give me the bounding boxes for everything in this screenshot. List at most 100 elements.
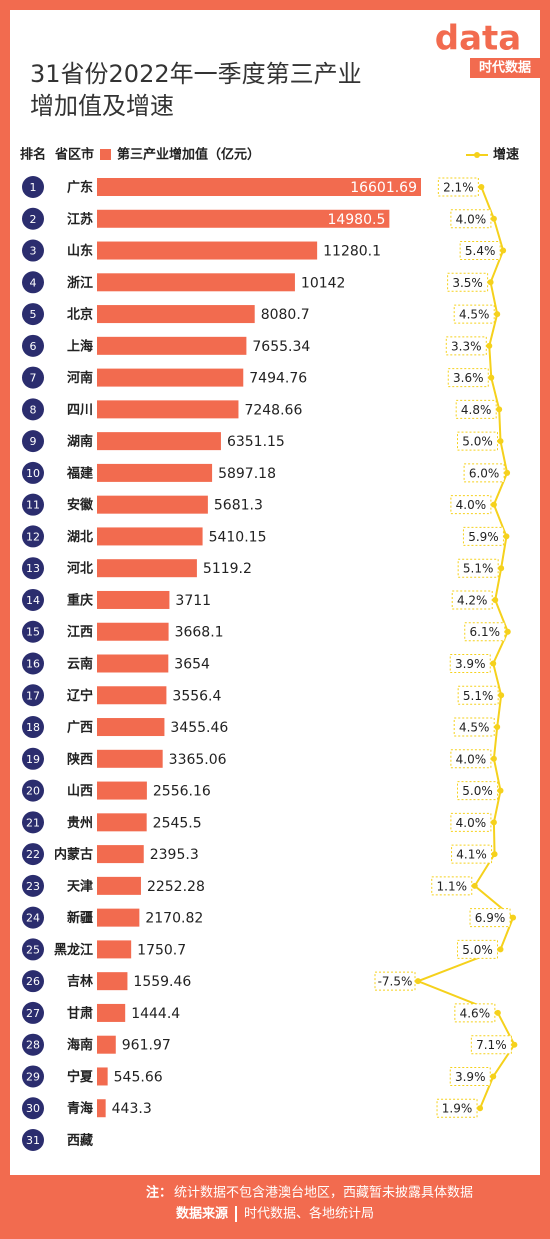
growth-label: 3.9%: [455, 1070, 486, 1084]
rank-badge: [22, 843, 44, 866]
bar: [97, 749, 163, 768]
category-label: 辽宁: [67, 688, 93, 704]
growth-label: 4.0%: [456, 752, 487, 766]
legend-swatch: [100, 149, 111, 160]
logo: data: [435, 19, 521, 59]
bar: [97, 845, 144, 864]
rank: 28: [26, 1039, 40, 1052]
category-label: 湖北: [67, 530, 93, 545]
growth-label: 4.0%: [456, 212, 487, 226]
rank: 27: [26, 1007, 40, 1020]
rank: 3: [30, 245, 37, 258]
growth-label-box: [453, 717, 495, 737]
note-label: 注：: [146, 1185, 172, 1201]
rank-badge: [22, 811, 44, 834]
rank-badge: [22, 239, 44, 262]
category-label: 安徽: [67, 497, 94, 513]
value-label: 8080.7: [261, 307, 310, 323]
source-label: 数据来源: [176, 1206, 228, 1222]
growth-label: 4.8%: [461, 403, 492, 417]
growth-point: [504, 628, 511, 635]
bar: [97, 241, 318, 260]
growth-label-box: [457, 431, 498, 451]
bar: [97, 940, 132, 959]
rank: 17: [26, 689, 40, 702]
rank-badge: [22, 493, 44, 516]
growth-point: [490, 660, 497, 667]
bar: [97, 590, 170, 609]
category-label: 四川: [67, 403, 93, 418]
bar: [97, 718, 165, 737]
rank-badge: [22, 620, 44, 643]
growth-point: [490, 819, 497, 826]
category-label: 甘肃: [67, 1005, 93, 1021]
growth-label-box: [457, 781, 498, 801]
rank: 31: [26, 1134, 40, 1147]
rank: 21: [26, 816, 40, 829]
category-label: 江苏: [67, 211, 93, 227]
growth-point: [490, 501, 497, 508]
growth-label-box: [447, 272, 489, 292]
bar: [97, 1067, 108, 1086]
bar: [97, 495, 208, 514]
value-label: 6351.15: [227, 434, 285, 450]
rank-badge: [22, 716, 44, 739]
growth-label: 3.6%: [453, 371, 484, 385]
growth-label-box: [457, 939, 498, 959]
legend-dot: [474, 152, 480, 158]
bar: [97, 305, 255, 324]
category-label: 北京: [67, 307, 93, 323]
growth-label-box: [453, 304, 495, 324]
value-label: 1559.46: [133, 974, 191, 990]
rank-badge: [22, 1065, 44, 1088]
value-label: 7494.76: [249, 371, 307, 387]
rank-badge: [22, 334, 44, 357]
growth-label: 4.0%: [456, 816, 487, 830]
rank: 12: [26, 530, 40, 543]
growth-label: 3.3%: [451, 339, 482, 353]
rank: 29: [26, 1070, 40, 1083]
growth-label: 6.1%: [470, 625, 501, 639]
category-label: 江西: [67, 624, 93, 640]
growth-point: [478, 184, 485, 190]
growth-point: [498, 692, 505, 699]
rank: 7: [30, 372, 37, 385]
category-label: 吉林: [67, 974, 93, 990]
bar: [97, 559, 197, 578]
growth-label-box: [463, 463, 505, 483]
value-label: 2170.82: [145, 911, 203, 927]
rank: 24: [26, 912, 40, 925]
rank-badge: [22, 970, 44, 993]
growth-label-box: [464, 622, 506, 642]
value-label: 10142: [301, 275, 346, 291]
rank-badge: [22, 874, 44, 897]
category-label: 青海: [67, 1101, 93, 1117]
growth-label: 6.0%: [469, 466, 500, 480]
bar: [97, 686, 167, 705]
value-label: 5119.2: [203, 561, 252, 577]
growth-label-box: [450, 495, 492, 515]
growth-label: 6.9%: [475, 911, 506, 925]
value-label: 3455.46: [170, 720, 228, 736]
bar: [97, 1003, 126, 1022]
growth-label: 5.1%: [463, 562, 494, 576]
bar: [97, 463, 213, 482]
rank-badge: [22, 938, 44, 961]
bar: [97, 178, 421, 196]
rank: 8: [30, 403, 37, 416]
chart-title: 增加值及增速: [30, 92, 174, 120]
rank: 9: [30, 435, 37, 448]
rank-badge: [22, 1097, 44, 1120]
rank-badge: [22, 684, 44, 707]
growth-label-box: [470, 1035, 512, 1055]
growth-point: [497, 787, 504, 794]
rank-badge: [22, 652, 44, 675]
growth-label-box: [449, 654, 491, 673]
category-label: 海南: [67, 1037, 93, 1053]
rank-badge: [22, 588, 44, 611]
growth-point: [497, 946, 504, 953]
bar: [97, 781, 147, 800]
value-label: 11280.1: [323, 244, 381, 260]
category-label: 山东: [67, 243, 93, 259]
rank: 4: [30, 276, 37, 289]
